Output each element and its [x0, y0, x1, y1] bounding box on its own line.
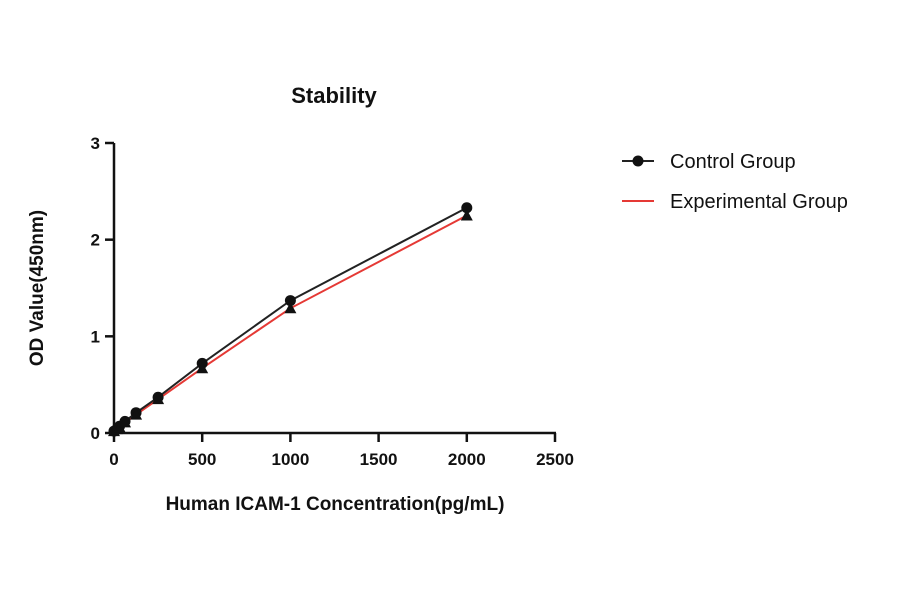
- x-tick-label: 1500: [360, 450, 398, 469]
- x-tick-label: 2000: [448, 450, 486, 469]
- experimental-data-point: [460, 209, 473, 221]
- series-line-control: [113, 206, 468, 432]
- x-tick-label: 0: [109, 450, 118, 469]
- legend-label: Experimental Group: [670, 191, 848, 213]
- y-tick-label: 1: [91, 327, 100, 346]
- x-tick-label: 1000: [271, 450, 309, 469]
- experimental-data-point: [196, 362, 209, 374]
- x-axis-label: Human ICAM-1 Concentration(pg/mL): [166, 494, 505, 515]
- experimental-data-point: [119, 416, 132, 428]
- series-line-experimental: [113, 214, 468, 432]
- y-tick-label: 2: [91, 231, 100, 250]
- x-tick-label: 500: [188, 450, 216, 469]
- experimental-data-point: [152, 393, 165, 405]
- y-axis-label: OD Value(450nm): [27, 210, 48, 366]
- x-tick-label: 2500: [536, 450, 574, 469]
- experimental-data-point: [130, 408, 143, 420]
- legend-label: Control Group: [670, 151, 796, 173]
- control-data-point: [284, 295, 296, 307]
- y-tick-label: 3: [91, 134, 100, 153]
- y-tick-label: 0: [91, 424, 100, 443]
- legend-marker-circle: [632, 155, 644, 167]
- chart-title: Stability: [291, 83, 377, 108]
- experimental-data-point: [284, 302, 297, 314]
- control-data-point: [461, 202, 473, 214]
